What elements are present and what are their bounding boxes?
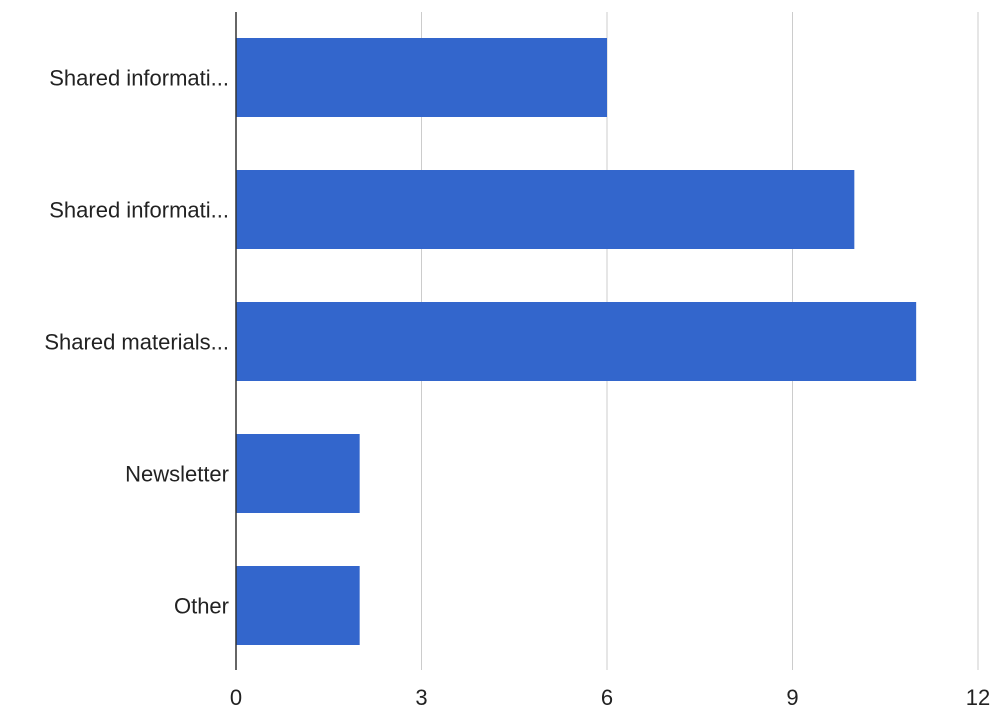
bar: [236, 302, 917, 381]
x-tick-label: 6: [601, 685, 613, 710]
category-label: Shared informati...: [49, 198, 229, 223]
x-tick-label: 0: [230, 685, 242, 710]
labels: 0 3 6 9 12 Shared informati... Shared informat…: [44, 66, 990, 711]
category-label: Other: [174, 594, 229, 619]
category-label: Newsletter: [125, 462, 229, 487]
category-label: Shared materials...: [44, 330, 229, 355]
x-tick-label: 9: [786, 685, 798, 710]
bar: [236, 170, 855, 249]
x-tick-label: 12: [966, 685, 990, 710]
x-tick-label: 3: [415, 685, 427, 710]
category-label: Shared informati...: [49, 66, 229, 91]
bar: [236, 38, 607, 117]
bars: [236, 38, 917, 645]
bar: [236, 434, 360, 513]
bar: [236, 566, 360, 645]
